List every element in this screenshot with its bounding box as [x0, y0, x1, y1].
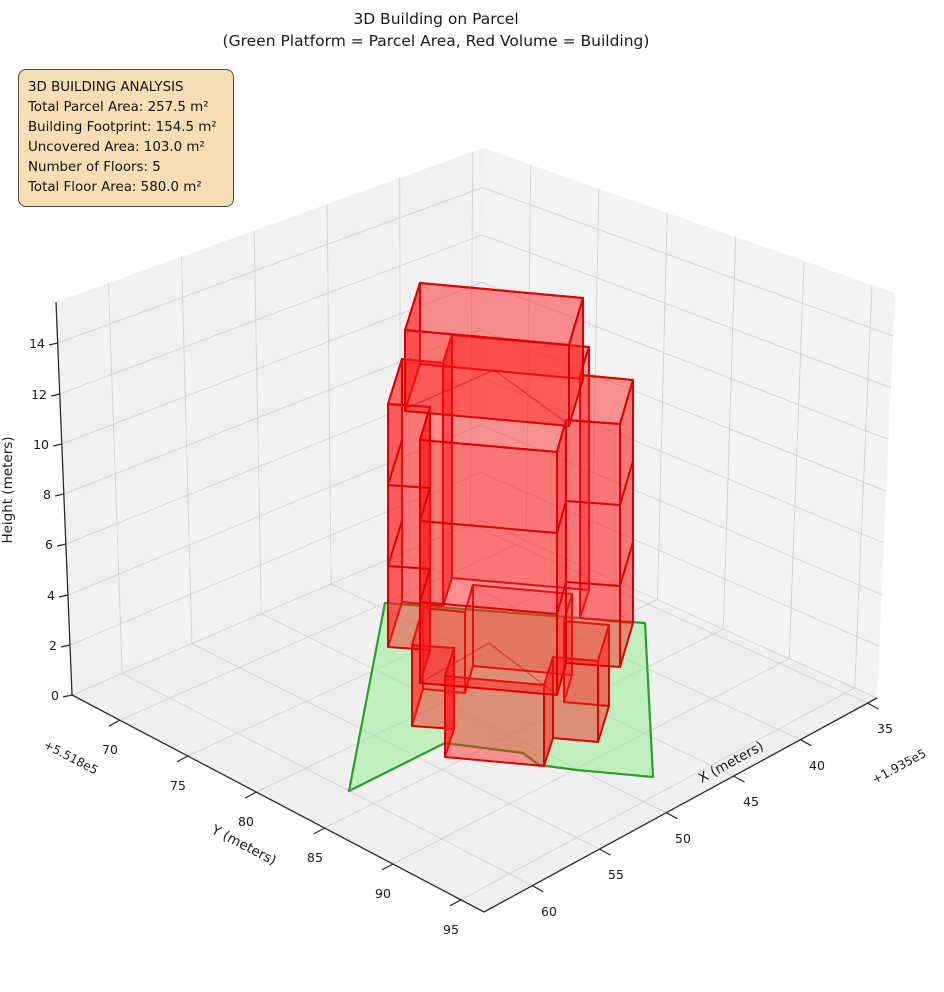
building-upper-floors — [387, 334, 634, 696]
left-wall-pane — [56, 148, 483, 695]
x-tick-label: 50 — [675, 831, 691, 846]
x-tick-label: 45 — [743, 794, 759, 809]
y-tick-label: 70 — [102, 742, 118, 757]
y-tick-label: 90 — [375, 886, 391, 901]
floor-division-line — [387, 520, 634, 615]
x-axis-line — [483, 697, 878, 913]
y-tick-label: 75 — [170, 778, 186, 793]
analysis-box-row: Total Parcel Area: 257.5 m² — [28, 100, 209, 115]
analysis-box-row: Uncovered Area: 103.0 m² — [28, 140, 205, 155]
z-tick-label: 8 — [43, 487, 51, 502]
z-tick-label: 10 — [33, 437, 49, 452]
axes-panes — [56, 148, 895, 912]
x-tick-labels: 60 55 50 45 40 35 — [541, 721, 893, 919]
right-wall-pane — [480, 148, 895, 698]
right-wall-z-grid — [479, 187, 894, 699]
axis-spines — [48, 301, 879, 913]
building-face — [565, 419, 621, 668]
x-tick-label: 35 — [877, 721, 893, 736]
x-tick-label: 40 — [809, 758, 825, 773]
building-notch-face — [556, 419, 567, 696]
y-axis-line — [71, 694, 485, 913]
building-notch-face — [442, 334, 453, 607]
y-tick-labels: 70 75 80 85 90 95 — [102, 742, 459, 937]
y-axis-offset-text: +5.518e5 — [41, 738, 100, 778]
building-face — [404, 329, 570, 427]
x-tick-marks — [532, 702, 879, 893]
chart-subtitle: (Green Platform = Parcel Area, Red Volum… — [222, 32, 650, 50]
z-axis-label: Height (meters) — [0, 436, 16, 543]
analysis-box-row: Total Floor Area: 580.0 m² — [28, 180, 202, 195]
building-face — [419, 439, 558, 696]
y-tick-label: 95 — [443, 922, 459, 937]
z-tick-label: 14 — [29, 336, 45, 351]
right-wall-vertical-grid — [525, 164, 873, 689]
wall-grid — [57, 151, 894, 699]
z-axis-line — [55, 301, 73, 696]
z-tick-label: 12 — [31, 387, 47, 402]
left-wall-vertical-grid — [108, 151, 474, 674]
x-tick-label: 55 — [608, 867, 624, 882]
z-tick-labels: 0 2 4 6 8 10 12 14 — [29, 336, 59, 703]
analysis-box-row: Building Footprint: 154.5 m² — [28, 120, 217, 135]
building-floor-1 — [411, 584, 610, 767]
analysis-box-row: Number of Floors: 5 — [28, 160, 161, 175]
interior-edge-line — [419, 642, 558, 696]
analysis-box-heading: 3D BUILDING ANALYSIS — [28, 80, 184, 95]
left-wall-z-grid — [57, 187, 483, 696]
chart-title-block: 3D Building on Parcel (Green Platform = … — [223, 10, 650, 50]
y-tick-marks — [108, 719, 462, 907]
y-tick-label: 85 — [307, 850, 323, 865]
z-tick-label: 6 — [45, 537, 53, 552]
interior-edge-line — [406, 369, 568, 424]
analysis-info-box: 3D BUILDING ANALYSIS Total Parcel Area: … — [18, 69, 234, 207]
building-top-floor — [404, 282, 584, 427]
floor-division-line — [387, 439, 634, 534]
building-face — [619, 379, 634, 668]
building-face — [597, 624, 610, 743]
z-tick-label: 4 — [47, 588, 55, 603]
x-axis-offset-text: +1.935e5 — [870, 746, 929, 787]
y-tick-label: 80 — [238, 814, 254, 829]
building-face — [568, 297, 584, 427]
z-tick-label: 2 — [49, 638, 57, 653]
chart-title: 3D Building on Parcel — [353, 10, 519, 28]
x-tick-label: 60 — [541, 904, 557, 919]
z-tick-label: 0 — [51, 688, 59, 703]
z-tick-marks — [48, 342, 73, 698]
